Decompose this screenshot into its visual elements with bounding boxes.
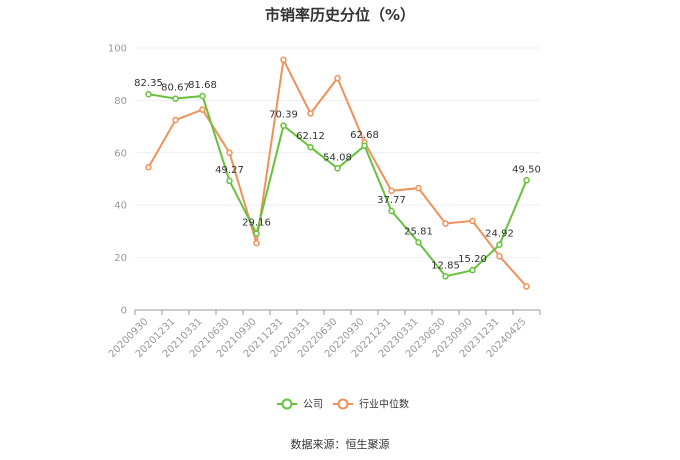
y-tick-label: 100 [108, 44, 127, 55]
y-tick-label: 20 [114, 253, 127, 264]
data-point [307, 143, 314, 151]
data-point [361, 142, 368, 150]
data-label: 80.67 [161, 83, 190, 94]
data-label: 29.16 [242, 218, 271, 229]
data-point [172, 116, 179, 124]
data-point [253, 239, 260, 247]
legend: 公司 行业中位数 [277, 398, 409, 411]
data-label: 54.08 [323, 152, 352, 163]
data-point [280, 122, 287, 129]
data-point [442, 273, 449, 280]
data-label: 15.20 [458, 254, 487, 265]
y-tick-label: 0 [121, 306, 127, 317]
series-line [148, 93, 528, 278]
data-point [199, 106, 206, 113]
data-point [334, 74, 341, 82]
series-points [145, 56, 530, 290]
series-line [147, 56, 528, 288]
data-point [469, 266, 476, 274]
chart-title: 市销率历史分位（%） [264, 6, 416, 24]
y-tick-label: 60 [114, 148, 127, 159]
data-point [523, 177, 530, 184]
legend-label: 行业中位数 [359, 398, 409, 411]
data-point [469, 217, 476, 225]
data-point [415, 239, 422, 246]
data-point [199, 92, 206, 100]
data-point [145, 163, 152, 171]
data-point [172, 95, 179, 102]
data-label: 24.92 [485, 229, 514, 240]
data-point [496, 253, 503, 260]
series-lines [147, 56, 528, 288]
data-label: 49.50 [512, 164, 541, 175]
data-point [388, 207, 395, 215]
data-point [523, 283, 530, 290]
data-point [307, 110, 314, 117]
y-axis-ticks: 0 20 40 60 80 100 [108, 44, 127, 317]
data-point [145, 90, 152, 98]
data-point [415, 184, 422, 192]
data-point [388, 187, 395, 195]
legend-label: 公司 [303, 400, 323, 411]
x-axis: 2020093020201231202103312021063020210930… [107, 309, 541, 360]
legend-swatch-marker [281, 398, 293, 410]
data-label: 62.12 [296, 131, 325, 142]
data-label: 62.68 [350, 130, 379, 141]
data-label: 82.35 [134, 78, 163, 89]
y-tick-label: 80 [114, 96, 127, 107]
legend-swatch-marker [337, 398, 349, 410]
data-point [442, 220, 449, 227]
data-label: 12.85 [431, 260, 460, 271]
data-label: 25.81 [404, 226, 433, 237]
data-label: 37.77 [377, 195, 406, 206]
data-point [253, 230, 260, 237]
data-source: 数据来源：恒生聚源 [290, 438, 390, 451]
y-tick-label: 40 [114, 201, 127, 212]
data-point [334, 165, 341, 172]
data-point [280, 56, 287, 64]
data-label: 70.39 [269, 110, 298, 121]
data-point [226, 177, 233, 185]
data-point [226, 149, 233, 157]
data-label: 81.68 [188, 80, 217, 91]
data-point [496, 241, 503, 248]
data-label: 49.27 [215, 165, 244, 176]
